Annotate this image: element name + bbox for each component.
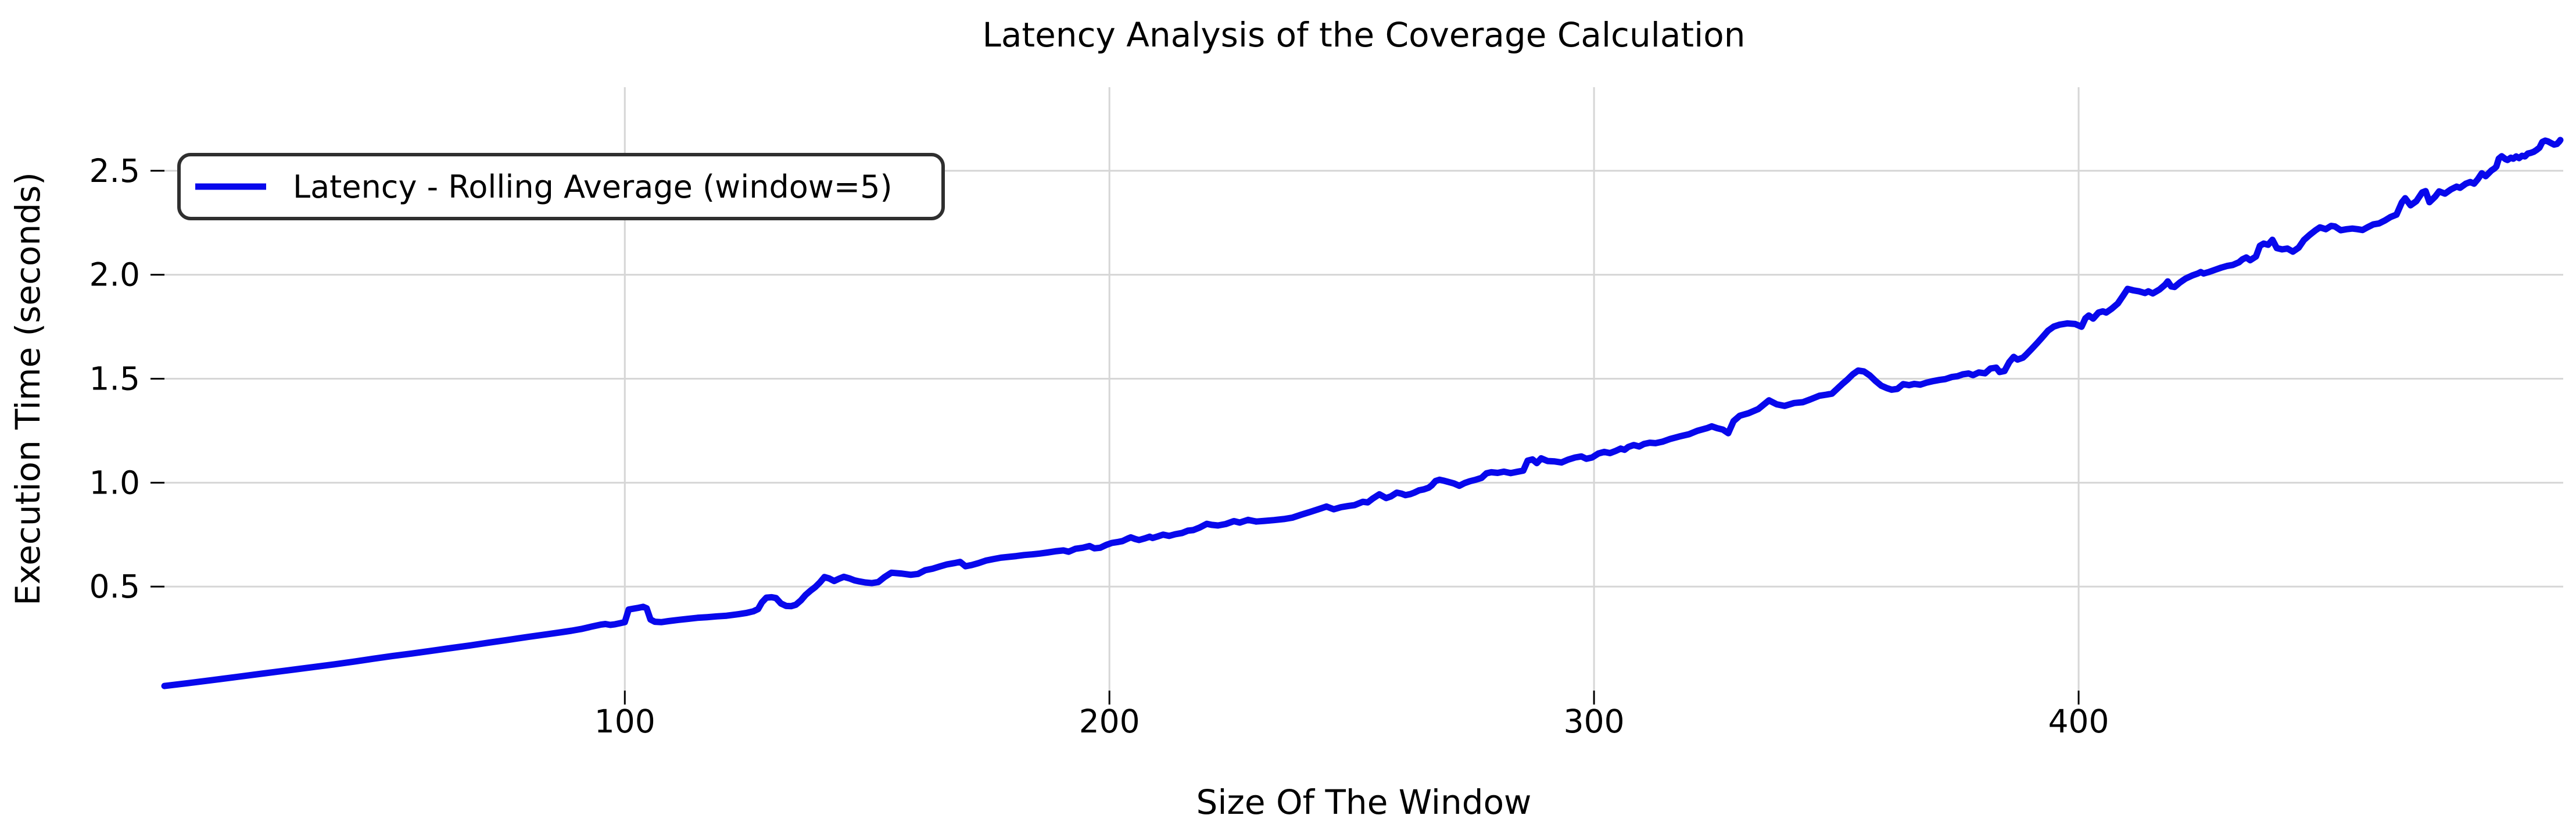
- y-tick-label: 2.5: [89, 152, 140, 190]
- x-tick-label: 100: [594, 703, 655, 740]
- latency-line: [161, 137, 2564, 689]
- legend-label: Latency - Rolling Average (window=5): [293, 169, 893, 205]
- legend-box: [177, 153, 945, 220]
- x-tick-label: 200: [1079, 703, 1140, 740]
- y-axis-label: Execution Time (seconds): [8, 172, 48, 606]
- y-tick-label: 0.5: [89, 568, 140, 605]
- x-axis-label: Size Of The Window: [1196, 782, 1532, 822]
- legend: Latency - Rolling Average (window=5): [177, 153, 945, 220]
- y-tick-label: 1.5: [89, 360, 140, 397]
- y-tick-label: 1.0: [89, 464, 140, 501]
- x-tick-label: 300: [1564, 703, 1625, 740]
- x-tick-label: 400: [2048, 703, 2109, 740]
- chart-title: Latency Analysis of the Coverage Calcula…: [983, 15, 1746, 55]
- y-tick-label: 2.0: [89, 256, 140, 294]
- series-line: [161, 137, 2564, 689]
- axis-ticks: 0.5 1.0 1.5 2.0 2.5 100 200 300 400: [89, 152, 2109, 740]
